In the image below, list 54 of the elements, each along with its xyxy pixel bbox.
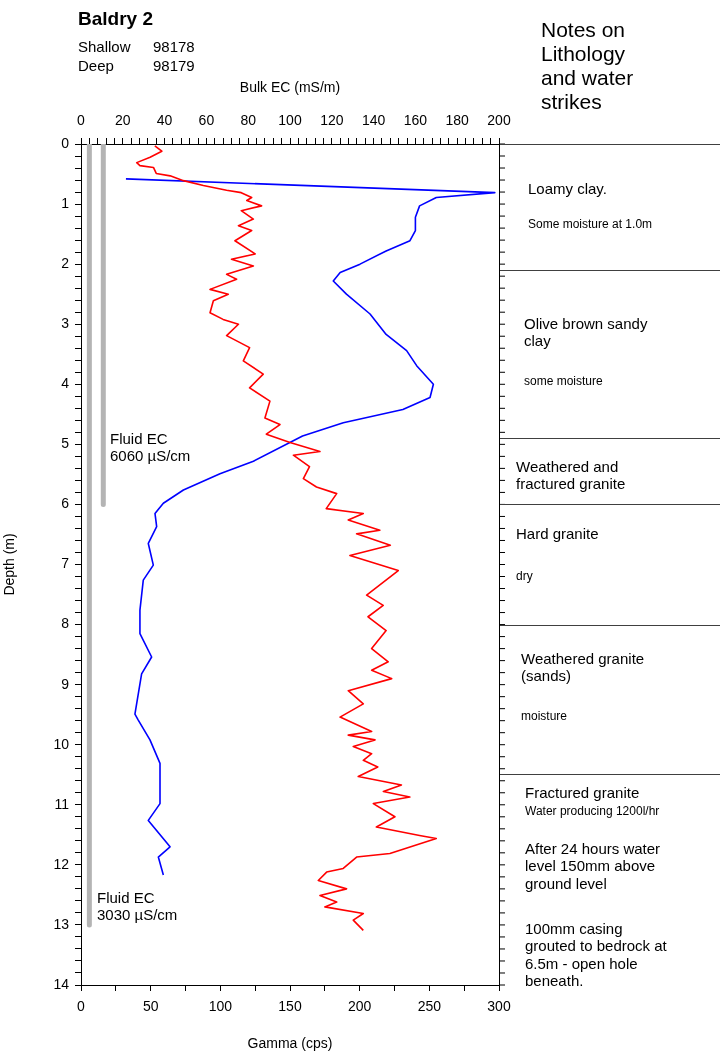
text: Hard granite: [516, 525, 600, 543]
y-tick-label: 8: [61, 615, 70, 632]
text: 100mm casing grouted to bedrock at 6.5m - open hole beneath.: [525, 920, 667, 989]
x2-tick-label: 60: [198, 112, 215, 129]
x-tick-label: 50: [142, 998, 159, 1015]
text: Notes on Lithology and water strikes: [541, 18, 635, 115]
x-tick-label: 0: [77, 998, 86, 1015]
text: Loamy clay.: [528, 180, 608, 198]
chart-title: Baldry 2: [78, 8, 153, 30]
y-tick-label: 13: [53, 915, 70, 932]
text: Weathered granite (sands): [521, 650, 646, 685]
y-axis-title: Depth (m): [1, 533, 18, 596]
y-tick-label: 7: [61, 555, 70, 572]
y-tick-label: 1: [61, 194, 70, 211]
y-tick-label: 11: [54, 795, 70, 812]
x2-tick-label: 140: [361, 112, 386, 129]
x2-axis-title: Bulk EC (mS/m): [239, 79, 341, 96]
x2-tick-label: 80: [240, 112, 257, 129]
annotation: Fluid EC 6060 µS/cm: [110, 430, 192, 465]
x2-tick-label: 100: [278, 112, 302, 129]
x2-tick-label: 0: [77, 112, 86, 129]
y-tick-label: 14: [53, 975, 70, 992]
x-tick-label: 250: [417, 998, 442, 1015]
x-axis-title: Gamma (cps): [247, 1035, 333, 1052]
y-tick-label: 10: [53, 735, 70, 752]
y-tick-label: 5: [61, 435, 70, 452]
x2-tick-label: 200: [487, 112, 511, 129]
text: Shallow 98178 Deep 98179: [78, 38, 195, 74]
text: Olive brown sandy clay: [524, 315, 649, 350]
text: moisture: [521, 709, 568, 724]
x-tick-label: 100: [208, 998, 233, 1015]
text: Weathered and fractured granite: [516, 458, 627, 493]
text: Some moisture at 1.0m: [528, 217, 654, 232]
text: some moisture: [524, 374, 604, 389]
x2-tick-label: 40: [156, 112, 173, 129]
y-tick-label: 6: [61, 495, 70, 512]
y-tick-label: 3: [61, 315, 70, 332]
x2-tick-label: 20: [115, 112, 131, 129]
x-tick-label: 300: [487, 998, 511, 1015]
x2-tick-label: 120: [320, 112, 344, 129]
text: Fractured granite: [525, 784, 641, 802]
annotation: Fluid EC 3030 µS/cm: [97, 889, 179, 924]
y-tick-label: 9: [61, 675, 70, 692]
y-tick-label: 4: [61, 375, 70, 392]
text: After 24 hours water level 150mm above ground level: [525, 840, 662, 892]
text: Water producing 1200l/hr: [525, 804, 661, 819]
text: dry: [516, 569, 534, 584]
x2-tick-label: 160: [403, 112, 428, 129]
x-tick-label: 150: [278, 998, 302, 1015]
y-tick-label: 0: [61, 134, 70, 151]
y-tick-label: 12: [53, 855, 70, 872]
x-tick-label: 200: [347, 998, 372, 1015]
y-tick-label: 2: [61, 255, 70, 271]
x2-tick-label: 180: [445, 112, 470, 129]
